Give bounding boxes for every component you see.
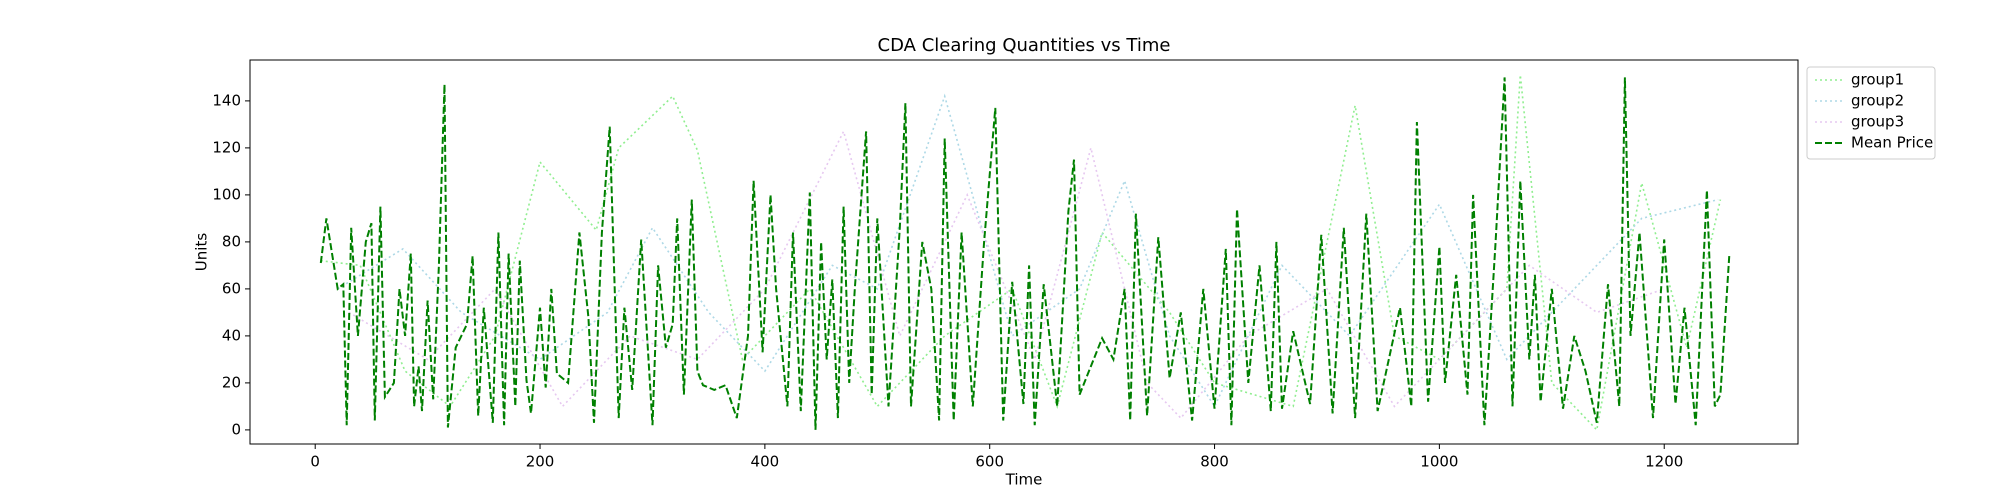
plot-frame bbox=[249, 59, 1799, 445]
legend: group1 group2 group3 Mean Price bbox=[1806, 66, 1936, 160]
y-tick-label: 0 bbox=[231, 420, 241, 438]
x-tick-label: 600 bbox=[975, 453, 1004, 471]
chart-title: CDA Clearing Quantities vs Time bbox=[878, 35, 1171, 56]
legend-label: group2 bbox=[1851, 92, 1904, 110]
x-tick-label: 0 bbox=[310, 453, 320, 471]
y-tick-label: 140 bbox=[212, 91, 241, 109]
x-axis-label: Time bbox=[1005, 471, 1043, 489]
y-tick-label: 100 bbox=[212, 185, 241, 203]
y-tick-label: 40 bbox=[222, 326, 241, 344]
series-line bbox=[320, 74, 1722, 432]
y-tick-label: 120 bbox=[212, 138, 241, 156]
y-axis-label: Units bbox=[193, 233, 211, 272]
x-tick-label: 200 bbox=[526, 453, 555, 471]
y-tick-label: 60 bbox=[222, 279, 241, 297]
y-tick-label: 80 bbox=[222, 232, 241, 250]
legend-label: Mean Price bbox=[1851, 134, 1933, 152]
x-tick-label: 400 bbox=[751, 453, 780, 471]
legend-label: group3 bbox=[1851, 113, 1904, 131]
legend-label: group1 bbox=[1851, 71, 1904, 89]
x-tick-label: 1200 bbox=[1645, 453, 1683, 471]
y-tick-label: 20 bbox=[222, 373, 241, 391]
x-tick-label: 800 bbox=[1200, 453, 1229, 471]
x-tick-label: 1000 bbox=[1420, 453, 1458, 471]
legend-box bbox=[1806, 66, 1936, 160]
series-line bbox=[319, 77, 1731, 430]
series-line bbox=[348, 129, 1665, 420]
